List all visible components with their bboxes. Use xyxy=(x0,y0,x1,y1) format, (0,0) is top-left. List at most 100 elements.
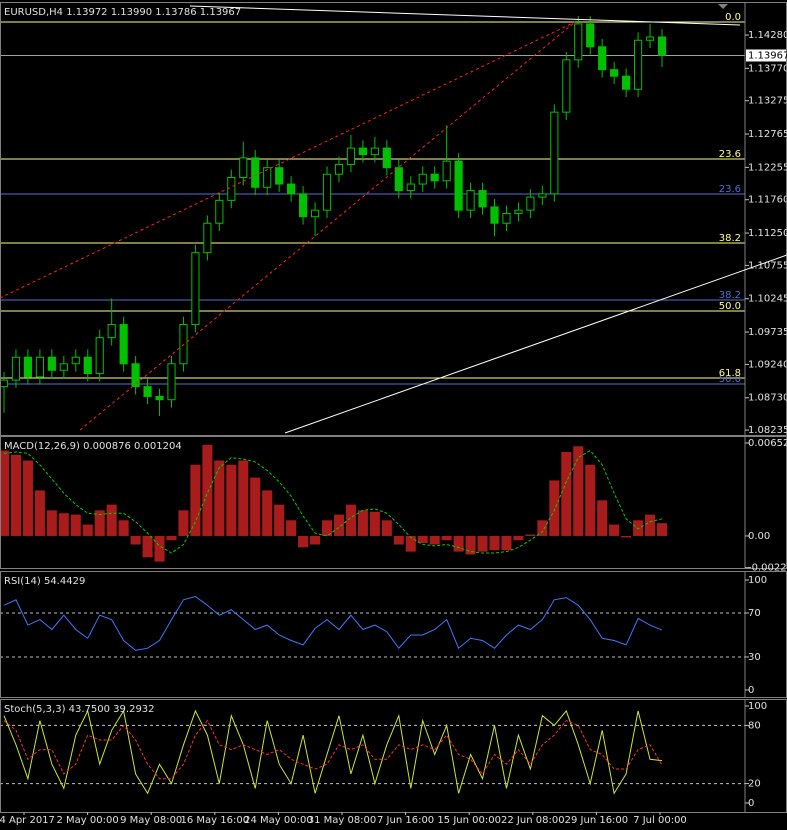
candle-body xyxy=(418,173,427,185)
histogram-bar xyxy=(142,535,153,558)
x-tick-label: 9 May 08:00 xyxy=(120,815,182,826)
candle-body xyxy=(370,147,379,156)
x-tick-label: 15 Jun 00:00 xyxy=(437,815,501,826)
candle-body xyxy=(227,176,236,201)
histogram-bar xyxy=(166,535,177,541)
histogram-bar xyxy=(609,524,620,536)
histogram-bar xyxy=(250,477,261,536)
y-tick-label: 100 xyxy=(748,575,767,586)
candle-body xyxy=(310,209,320,218)
y-tick-label: 1.11760 xyxy=(748,195,787,206)
trend-line xyxy=(79,21,576,431)
y-tick-label: 1.12255 xyxy=(748,162,787,173)
candle-body xyxy=(47,356,56,371)
fibo-label: 61.8 xyxy=(719,368,741,379)
candle-body xyxy=(586,23,595,48)
x-tick-label: 24 Apr 2017 xyxy=(0,815,55,826)
y-tick-label: 1.08730 xyxy=(748,393,787,404)
candle-body xyxy=(143,386,152,397)
candle-body xyxy=(23,356,33,378)
candle-body xyxy=(263,167,272,188)
y-tick-label: 1.11250 xyxy=(748,228,787,239)
histogram-bar xyxy=(549,480,560,536)
x-tick-label: 22 Jun 08:00 xyxy=(501,815,565,826)
histogram-bar xyxy=(393,535,404,545)
fibo-label: 23.6 xyxy=(719,149,741,160)
last-price-label: 1.13967 xyxy=(748,50,787,61)
histogram-bar xyxy=(214,460,225,536)
trend-line xyxy=(189,5,741,26)
candle-body xyxy=(95,337,104,375)
candle-body xyxy=(490,206,499,224)
x-tick-label: 29 Jun 16:00 xyxy=(565,815,629,826)
y-tick-label: 1.10755 xyxy=(748,260,787,271)
histogram-bar xyxy=(310,535,321,545)
candle-body xyxy=(275,167,284,185)
histogram-bar xyxy=(262,490,273,536)
candle-body xyxy=(191,252,200,326)
histogram-bar xyxy=(477,535,488,552)
histogram-bar xyxy=(597,500,608,536)
candle-body xyxy=(239,157,248,178)
histogram-bar xyxy=(130,535,141,545)
candle-body xyxy=(155,395,164,401)
histogram-bar xyxy=(453,535,464,552)
panel xyxy=(0,595,745,658)
y-tick-label: 0.006529 xyxy=(748,438,787,449)
histogram-bar xyxy=(58,513,69,536)
y-tick-label: 0 xyxy=(748,685,754,696)
x-tick-label: 31 May 08:00 xyxy=(308,815,377,826)
panel xyxy=(0,444,668,562)
histogram-bar xyxy=(561,451,572,536)
histogram-bar xyxy=(178,510,189,536)
y-tick-label: 1.12765 xyxy=(748,129,787,140)
candle-body xyxy=(215,199,224,224)
histogram-bar xyxy=(656,523,668,536)
histogram-bar xyxy=(441,535,452,541)
drawings xyxy=(0,5,741,431)
histogram-bar xyxy=(238,460,249,536)
candle-body xyxy=(657,36,667,56)
histogram-bar xyxy=(345,504,356,536)
candle-body xyxy=(119,324,128,365)
histogram-bar xyxy=(585,464,596,536)
histogram-bar xyxy=(465,535,476,555)
histogram-bar xyxy=(22,460,33,536)
y-tick-label: 1.14280 xyxy=(748,30,787,41)
histogram-bar xyxy=(381,520,392,536)
y-tick-label: 80 xyxy=(748,720,761,731)
fibo-label: 0.0 xyxy=(725,12,741,23)
candle-body xyxy=(0,379,9,388)
fibo-label: 38.2 xyxy=(719,233,741,244)
candle-body xyxy=(550,111,559,195)
y-tick-label: 20 xyxy=(748,779,761,790)
histogram-bar xyxy=(106,504,117,536)
histogram-bar xyxy=(513,535,524,541)
histogram-bar xyxy=(34,490,45,536)
histogram-bar xyxy=(286,520,297,536)
indicator-line xyxy=(3,719,663,780)
y-tick-label: 1.13275 xyxy=(748,96,787,107)
histogram-bar xyxy=(405,535,416,552)
x-tick-label: 2 May 00:00 xyxy=(56,815,118,826)
histogram-bar xyxy=(10,454,21,536)
candle-body xyxy=(442,160,451,182)
fibo-label: 50.0 xyxy=(719,374,741,385)
candle-body xyxy=(526,196,535,211)
histogram-bar xyxy=(274,504,285,536)
trend-line xyxy=(284,254,787,434)
histogram-bar xyxy=(321,520,333,536)
candle-body xyxy=(394,167,403,192)
histogram-bar xyxy=(621,535,632,538)
candle-body xyxy=(59,363,68,371)
candle-body xyxy=(382,147,391,169)
y-tick-label: 70 xyxy=(748,608,761,619)
indicator-line xyxy=(3,449,663,554)
trend-line xyxy=(0,21,576,299)
x-tick-label: 24 May 00:00 xyxy=(244,815,313,826)
panel xyxy=(0,709,745,795)
candle-body xyxy=(406,183,415,192)
candle-body xyxy=(71,356,80,365)
y-tick-label: 30 xyxy=(748,652,761,663)
